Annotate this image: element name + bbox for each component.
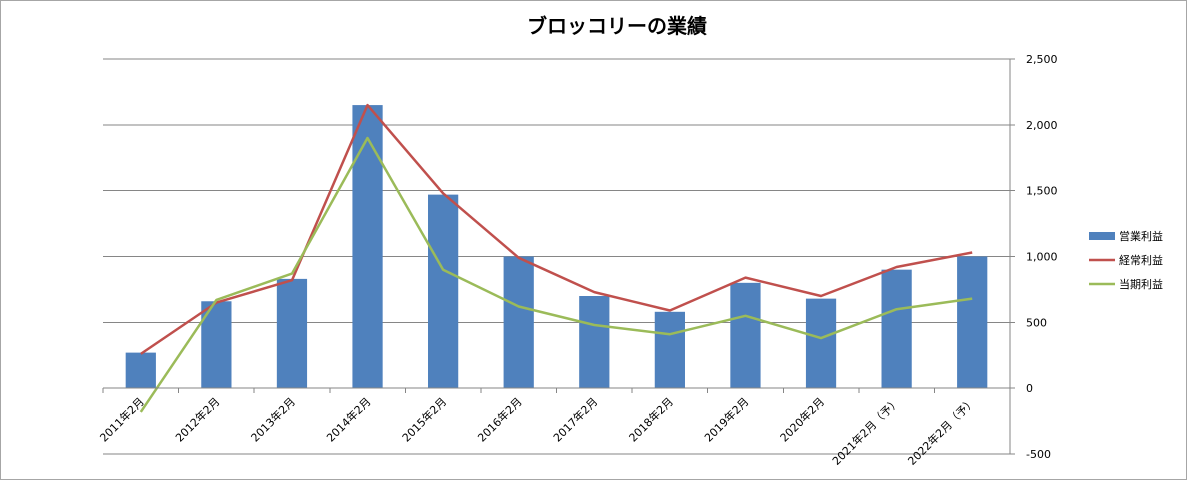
x-tick-label-6: 2017年2月 bbox=[550, 394, 600, 444]
bar-6 bbox=[579, 296, 610, 389]
y-tick-label-0: -500 bbox=[1026, 448, 1051, 461]
line-series-0 bbox=[140, 103, 973, 355]
chart-title: ブロッコリーの業績 bbox=[527, 14, 707, 38]
bar-4 bbox=[428, 194, 459, 389]
bar-0 bbox=[125, 352, 156, 389]
y-tick-label-1: 0 bbox=[1026, 382, 1033, 395]
legend-swatch-0 bbox=[1089, 232, 1115, 240]
y-tick-label-2: 500 bbox=[1026, 316, 1047, 329]
x-tick-label-11: 2022年2月（予） bbox=[905, 394, 979, 468]
legend-label-1: 経常利益 bbox=[1119, 253, 1163, 267]
y-tick-label-6: 2,500 bbox=[1026, 53, 1058, 66]
y-tick-label-5: 2,000 bbox=[1026, 119, 1058, 132]
x-tick-label-8: 2019年2月 bbox=[701, 394, 751, 444]
line-series-1 bbox=[139, 136, 973, 413]
bar-7 bbox=[654, 311, 685, 389]
bar-3 bbox=[352, 105, 383, 389]
gridlines bbox=[103, 58, 1010, 455]
bar-9 bbox=[805, 298, 837, 389]
x-tick-labels: 2011年2月 2012年2月 2013年2月 2014年2月 2015年2月 2016年… bbox=[97, 394, 979, 468]
legend-label-2: 当期利益 bbox=[1119, 277, 1163, 291]
x-tick-label-5: 2016年2月 bbox=[475, 394, 525, 444]
bar-10 bbox=[881, 269, 912, 389]
x-tick-label-9: 2020年2月 bbox=[777, 394, 827, 444]
y-tick-labels: -500 0 500 1,000 1,500 2,000 2,500 bbox=[1026, 53, 1058, 461]
x-tick-label-0: 2011年2月 bbox=[97, 394, 147, 444]
legend-label-0: 営業利益 bbox=[1119, 229, 1163, 243]
axes bbox=[102, 58, 1015, 455]
x-tick-label-3: 2014年2月 bbox=[323, 394, 373, 444]
bar-5 bbox=[503, 256, 534, 389]
x-tick-label-10: 2021年2月（予） bbox=[829, 394, 903, 468]
bar-2 bbox=[276, 278, 308, 389]
y-tick-label-4: 1,500 bbox=[1026, 185, 1058, 198]
x-tick-label-2: 2013年2月 bbox=[248, 394, 298, 444]
x-tick-label-4: 2015年2月 bbox=[399, 394, 449, 444]
x-tick-label-1: 2012年2月 bbox=[172, 394, 222, 444]
bar-series bbox=[125, 105, 988, 389]
bar-11 bbox=[957, 256, 988, 389]
y-tick-label-3: 1,000 bbox=[1026, 251, 1058, 264]
line-series bbox=[139, 103, 973, 413]
x-tick-label-7: 2018年2月 bbox=[626, 394, 676, 444]
bar-8 bbox=[730, 282, 761, 389]
